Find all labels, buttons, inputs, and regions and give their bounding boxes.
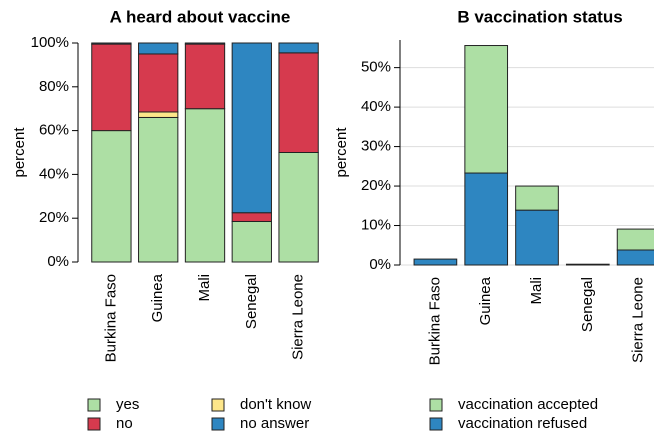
bar-segment [138,42,179,55]
bar-segment [91,130,132,263]
x-tick-label: Burkina Faso [102,274,119,362]
x-tick-label: Guinea [477,276,494,325]
bar-segment [278,42,319,54]
bar-segment [184,108,226,263]
legend-label: no [116,415,133,432]
bar-segment [515,209,559,266]
bar-segment [138,53,179,113]
x-tick-label: Senegal [243,274,260,329]
y-tick-label: 30% [361,138,391,155]
y-tick-label: 60% [39,122,69,139]
bar-segment [184,42,226,45]
bar-segment [231,42,272,214]
legend-swatch [211,417,225,431]
legend-swatch [429,398,443,412]
bar-segment [515,185,559,211]
x-tick-label: Sierra Leone [630,277,647,363]
bar-segment [138,111,179,118]
y-axis-label: percent [11,127,28,178]
bar-segment [278,152,319,263]
bar-segment [616,249,654,266]
bar-segment [278,52,319,153]
bar-segment [231,220,272,263]
bar-segment [413,258,458,266]
bar-segment [138,116,179,263]
bar-segment [91,43,132,132]
bar-segment [464,45,509,174]
x-tick-label: Burkina Faso [426,277,443,365]
x-tick-label: Sierra Leone [290,274,307,360]
legend-label: vaccination refused [458,415,587,432]
y-tick-label: 50% [361,59,391,76]
legend-label: yes [116,396,139,413]
legend-label: don't know [240,396,311,413]
y-tick-label: 40% [39,165,69,182]
y-axis-label: percent [333,127,350,178]
x-tick-label: Mali [196,274,213,302]
legend-swatch [87,398,101,412]
bar-segment [565,263,610,266]
x-tick-label: Senegal [579,277,596,332]
chart-title: A heard about vaccine [110,7,291,26]
bar-segment [231,212,272,222]
x-tick-label: Mali [528,277,545,305]
y-tick-label: 0% [369,256,391,273]
bar-segment [616,228,654,251]
y-tick-label: 80% [39,78,69,95]
y-tick-label: 20% [361,177,391,194]
legend-swatch [211,398,225,412]
legend-swatch [87,417,101,431]
y-tick-label: 20% [39,209,69,226]
chart-title: B vaccination status [457,7,622,26]
y-tick-label: 100% [31,34,69,51]
bar-segment [184,43,226,110]
legend-swatch [429,417,443,431]
bar-segment [91,42,132,45]
y-tick-label: 0% [47,253,69,270]
bar-segment [464,172,509,266]
legend-label: vaccination accepted [458,396,598,413]
y-tick-label: 10% [361,216,391,233]
y-tick-label: 40% [361,98,391,115]
legend-label: no answer [240,415,309,432]
x-tick-label: Guinea [149,273,166,322]
